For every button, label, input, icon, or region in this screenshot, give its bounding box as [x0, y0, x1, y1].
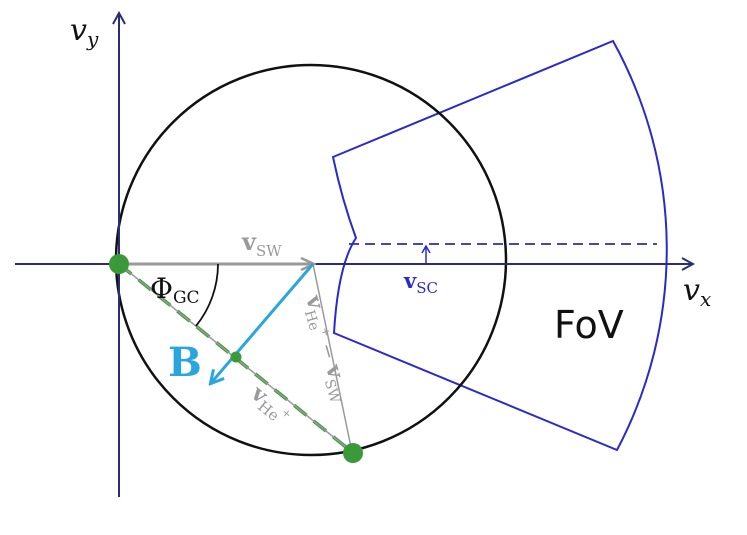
fov-outline — [331, 39, 668, 452]
phi-label: ΦGC — [150, 272, 200, 308]
velocity-circle — [114, 63, 508, 457]
vsw-label: vSW — [241, 227, 282, 260]
vx-label: vx — [683, 273, 711, 311]
vdiff-label: vHe+ − vSW — [297, 292, 355, 406]
origin-point — [109, 254, 129, 274]
vy-label: vy — [70, 13, 99, 51]
svg-text:vHe+ − vSW: vHe+ − vSW — [297, 292, 355, 406]
vdiff-vector — [312, 263, 353, 453]
lower-point — [343, 443, 363, 463]
vhe-label: vHe+ — [244, 380, 297, 431]
svg-text:vHe+: vHe+ — [244, 380, 297, 431]
b-label: B — [168, 339, 202, 386]
midpoint — [230, 351, 242, 363]
fov-label: FoV — [554, 303, 624, 347]
b-vector — [211, 263, 315, 383]
vsc-label: vSC — [403, 268, 438, 297]
phi-angle-arc — [195, 263, 219, 327]
